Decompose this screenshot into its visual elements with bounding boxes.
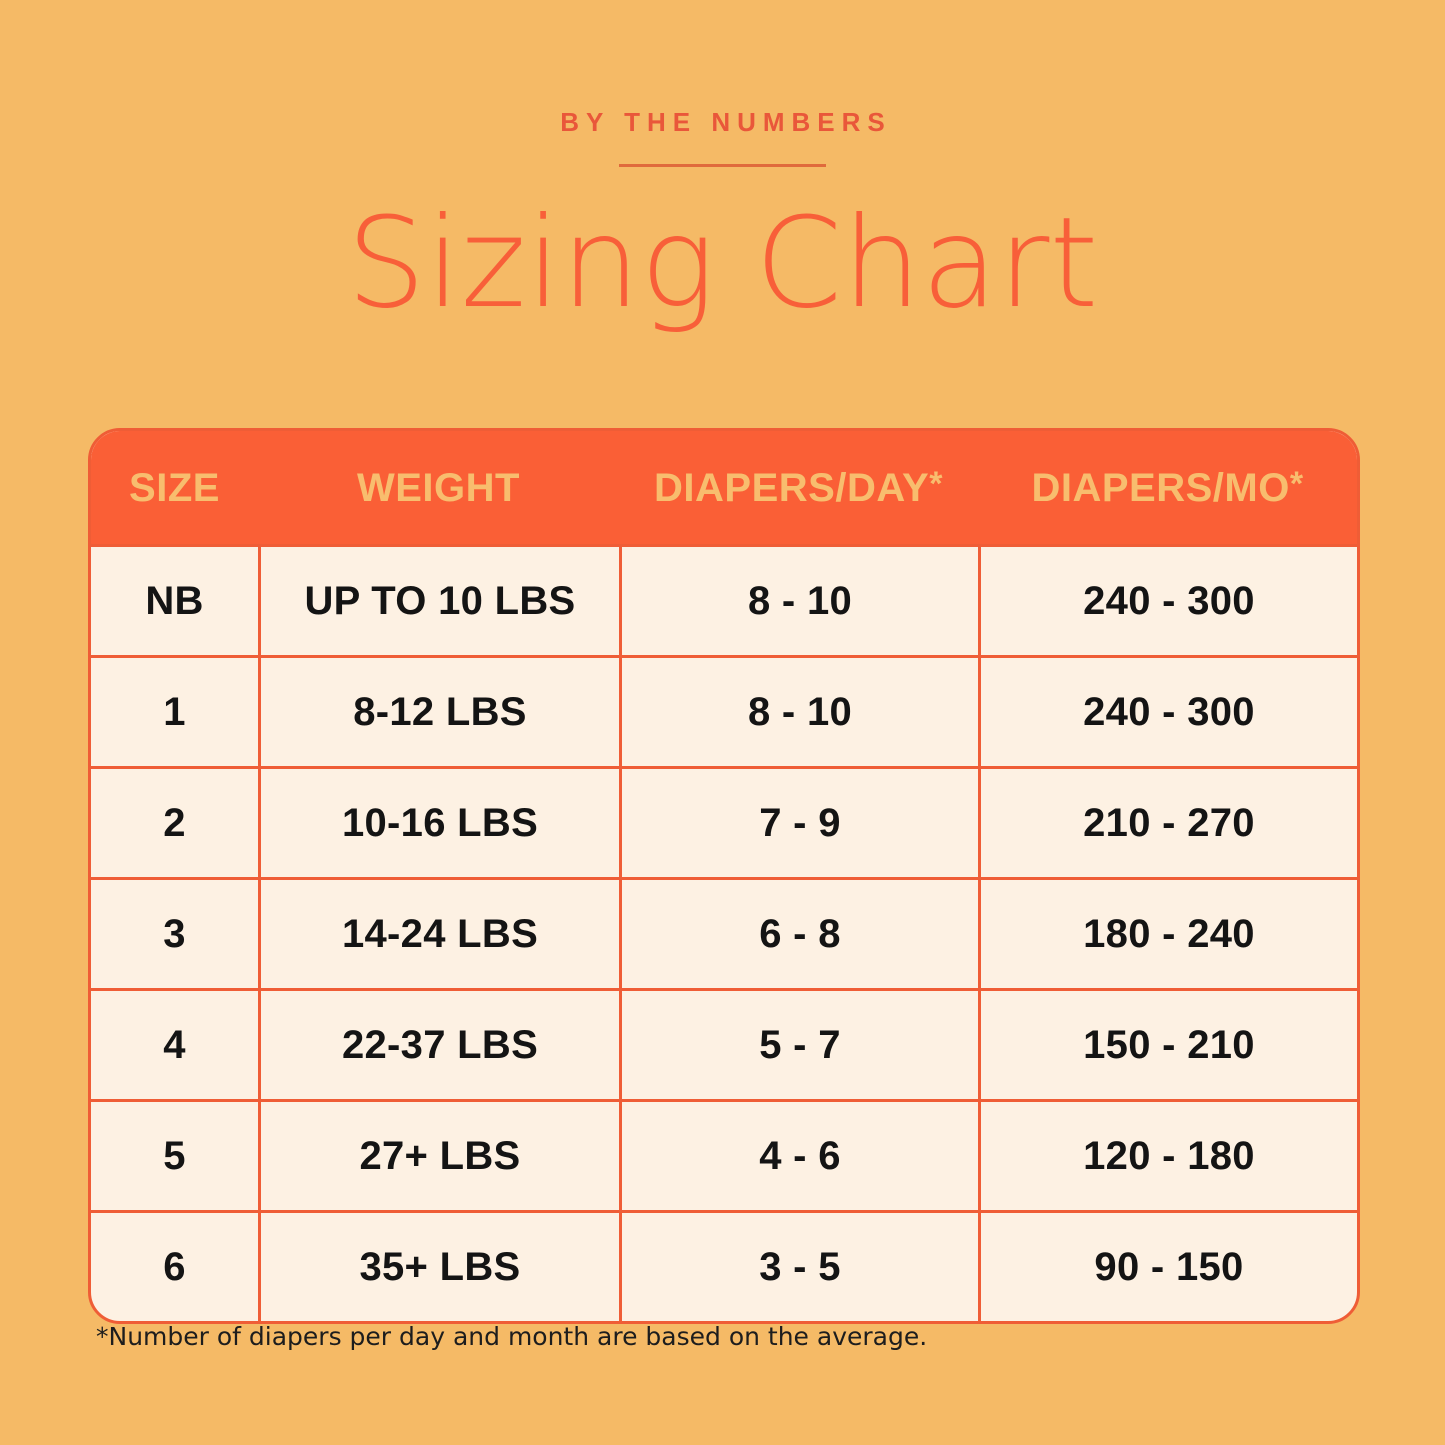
cell-diapers-per-day: 3 - 5 [619,1213,978,1321]
page-title: Sizing Chart [346,190,1099,336]
cell-diapers-per-month: 210 - 270 [978,769,1357,877]
cell-size: 6 [163,1244,186,1289]
column-header-diapers-per-day-label: DIAPERS/DAY [654,465,930,510]
footnote: *Number of diapers per day and month are… [96,1322,928,1351]
column-header-diapers-per-month-label: DIAPERS/MO [1031,465,1290,510]
cell-diapers-per-month: 150 - 210 [978,991,1357,1099]
table-row: 3 14-24 LBS 6 - 8 180 - 240 [91,877,1357,988]
eyebrow-label: BY THE NUMBERS [560,107,892,137]
cell-size: 2 [163,800,186,845]
cell-weight: 35+ LBS [258,1213,619,1321]
column-header-diapers-per-day: DIAPERS/DAY* [619,465,978,511]
cell-size: NB [145,578,204,623]
cell-diapers-per-day: 5 - 7 [619,991,978,1099]
page-header: BY THE NUMBERS Sizing Chart [0,108,1445,326]
cell-size: 4 [163,1022,186,1067]
table-row: 5 27+ LBS 4 - 6 120 - 180 [91,1099,1357,1210]
cell-weight: 27+ LBS [258,1102,619,1210]
eyebrow-divider [619,163,826,167]
table-row: 6 35+ LBS 3 - 5 90 - 150 [91,1210,1357,1321]
table-row: 2 10-16 LBS 7 - 9 210 - 270 [91,766,1357,877]
cell-diapers-per-month: 240 - 300 [978,547,1357,655]
cell-weight: 10-16 LBS [258,769,619,877]
cell-diapers-per-month: 180 - 240 [978,880,1357,988]
cell-diapers-per-month: 120 - 180 [978,1102,1357,1210]
column-header-diapers-per-day-star: * [929,464,943,503]
table-row: 1 8-12 LBS 8 - 10 240 - 300 [91,655,1357,766]
column-header-size-label: SIZE [129,465,220,510]
column-header-weight-label: WEIGHT [357,465,520,510]
column-header-diapers-per-month-star: * [1289,464,1304,503]
cell-diapers-per-month: 90 - 150 [978,1213,1357,1321]
cell-diapers-per-day: 8 - 10 [619,658,978,766]
cell-diapers-per-day: 4 - 6 [619,1102,978,1210]
cell-weight: 14-24 LBS [258,880,619,988]
cell-diapers-per-day: 7 - 9 [619,769,978,877]
cell-diapers-per-month: 240 - 300 [978,658,1357,766]
cell-weight: 8-12 LBS [258,658,619,766]
column-header-weight: WEIGHT [258,465,619,511]
cell-size: 5 [163,1133,186,1178]
table-row: 4 22-37 LBS 5 - 7 150 - 210 [91,988,1357,1099]
cell-weight: UP TO 10 LBS [258,547,619,655]
cell-weight: 22-37 LBS [258,991,619,1099]
cell-diapers-per-day: 6 - 8 [619,880,978,988]
table-row: NB UP TO 10 LBS 8 - 10 240 - 300 [91,544,1357,655]
table-header-row: SIZE WEIGHT DIAPERS/DAY* DIAPERS/MO* [91,431,1357,544]
sizing-table: SIZE WEIGHT DIAPERS/DAY* DIAPERS/MO* NB … [88,428,1360,1324]
cell-size: 1 [163,689,186,734]
cell-size: 3 [163,911,186,956]
column-header-diapers-per-month: DIAPERS/MO* [978,465,1357,511]
column-header-size: SIZE [91,465,258,511]
cell-diapers-per-day: 8 - 10 [619,547,978,655]
